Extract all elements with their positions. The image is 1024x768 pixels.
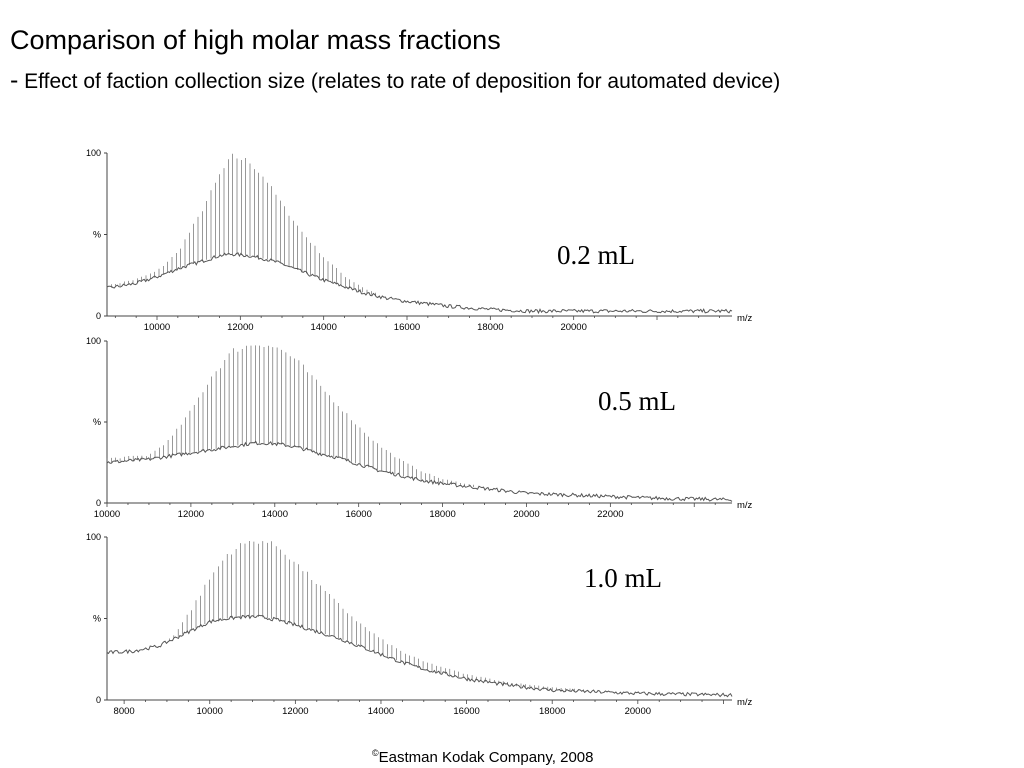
subtitle-dash: - <box>10 66 19 94</box>
x-tick-label: 10000 <box>144 322 170 333</box>
copyright-symbol: © <box>372 748 379 758</box>
y-tick-label: 100 <box>86 148 101 158</box>
y-tick-label: 0 <box>96 311 101 321</box>
x-tick-label: 18000 <box>429 509 455 520</box>
panel-label-1: 0.5 mL <box>598 386 676 416</box>
x-axis-label: m/z <box>737 500 753 511</box>
x-tick-label: 18000 <box>539 706 565 717</box>
y-tick-label: % <box>93 614 101 624</box>
x-tick-label: 10000 <box>197 706 223 717</box>
y-tick-label: % <box>93 417 101 427</box>
y-tick-label: 0 <box>96 498 101 508</box>
subtitle-text: Effect of faction collection size (relat… <box>24 70 781 93</box>
x-tick-label: 12000 <box>282 706 308 717</box>
slide-title: Comparison of high molar mass fractions <box>10 25 501 55</box>
y-tick-label: 0 <box>96 695 101 705</box>
baseline-trace <box>106 252 733 315</box>
baseline-trace <box>106 614 733 698</box>
oligomer-peaks-trace <box>169 541 584 692</box>
spectrum-panel-2: 0% 100 8000 10000 12000 14000 16000 18000 20000 m… <box>86 532 753 717</box>
x-tick-label: 16000 <box>394 322 420 333</box>
x-tick-label: 20000 <box>560 322 586 333</box>
x-tick-label: 22000 <box>597 509 623 520</box>
x-tick-label: 12000 <box>178 509 204 520</box>
x-axis-label: m/z <box>737 697 753 708</box>
spectrum-panel-0: 0% 100 10000 12000 14000 16000 18000 20000 m/z <box>86 148 753 333</box>
y-tick-label: 100 <box>86 336 101 346</box>
copyright-text: Eastman Kodak Company, 2008 <box>378 749 594 766</box>
x-axis-label: m/z <box>737 313 753 324</box>
x-tick-label: 20000 <box>513 509 539 520</box>
x-tick-label: 14000 <box>368 706 394 717</box>
copyright-notice: ©Eastman Kodak Company, 2008 <box>372 748 594 766</box>
x-tick-label: 10000 <box>94 509 120 520</box>
baseline-trace <box>106 440 733 502</box>
panel-label-0: 0.2 mL <box>557 240 635 270</box>
y-tick-label: 100 <box>86 532 101 542</box>
x-tick-label: 14000 <box>310 322 336 333</box>
x-tick-label: 20000 <box>625 706 651 717</box>
x-tick-label: 18000 <box>477 322 503 333</box>
oligomer-peaks-trace <box>106 153 376 296</box>
x-tick-label: 12000 <box>227 322 253 333</box>
oligomer-peaks-trace <box>106 345 474 488</box>
y-tick-label: % <box>93 230 101 240</box>
x-tick-label: 16000 <box>345 509 371 520</box>
x-tick-label: 16000 <box>453 706 479 717</box>
x-tick-label: 8000 <box>114 706 135 717</box>
spectrum-panel-1: 0% 100 10000 12000 14000 16000 18000 20000 22000… <box>86 336 753 520</box>
x-tick-label: 14000 <box>262 509 288 520</box>
slide-subtitle: - Effect of faction collection size (rel… <box>10 66 780 95</box>
panel-label-2: 1.0 mL <box>584 563 662 593</box>
